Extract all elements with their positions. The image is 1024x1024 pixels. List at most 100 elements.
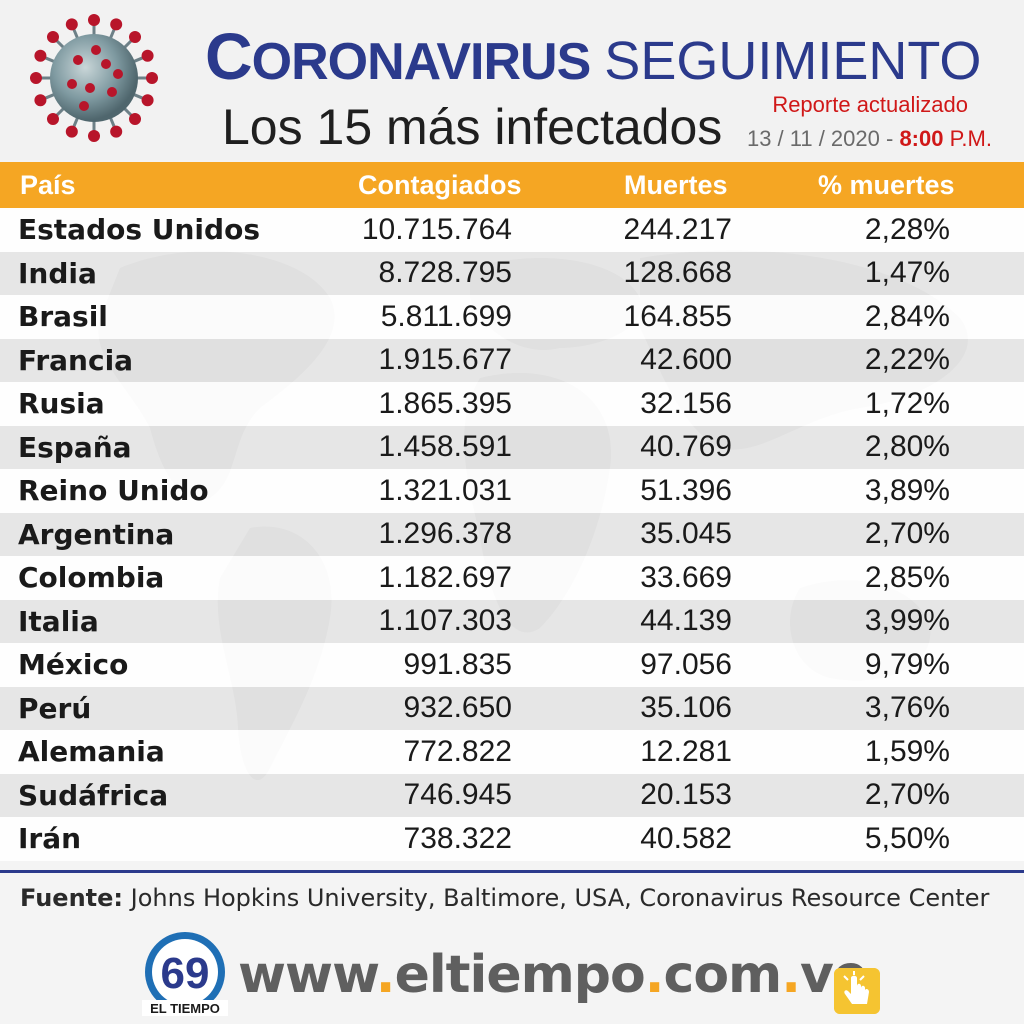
- table-row: Alemania 772.822 12.281 1,59%: [0, 730, 1024, 774]
- deaths-cell: 164.855: [623, 299, 732, 333]
- deaths-cell: 40.582: [640, 821, 732, 855]
- table-row: México 991.835 97.056 9,79%: [0, 643, 1024, 687]
- cases-cell: 8.728.795: [378, 256, 512, 290]
- pct-cell: 2,80%: [864, 430, 950, 464]
- table-row: Sudáfrica 746.945 20.153 2,70%: [0, 773, 1024, 817]
- pct-cell: 9,79%: [864, 647, 950, 681]
- cases-cell: 1.107.303: [378, 604, 512, 638]
- report-ampm: P.M.: [943, 126, 992, 151]
- logo-number: 69: [161, 949, 210, 998]
- table-row: Colombia 1.182.697 33.669 2,85%: [0, 556, 1024, 600]
- deaths-cell: 40.769: [640, 430, 732, 464]
- country-cell: Brasil: [18, 300, 108, 334]
- table-row: Estados Unidos 10.715.764 244.217 2,28%: [0, 208, 1024, 252]
- country-cell: Irán: [18, 822, 82, 856]
- cases-cell: 1.458.591: [378, 430, 512, 464]
- divider: [0, 870, 1024, 873]
- header-pct: % muertes: [818, 169, 955, 200]
- deaths-cell: 42.600: [640, 343, 732, 377]
- table-row: Rusia 1.865.395 32.156 1,72%: [0, 382, 1024, 426]
- deaths-cell: 32.156: [640, 386, 732, 420]
- pct-cell: 5,50%: [864, 821, 950, 855]
- cases-cell: 10.715.764: [361, 212, 512, 246]
- hand-pointer-icon[interactable]: [834, 968, 880, 1014]
- table-row: Reino Unido 1.321.031 51.396 3,89%: [0, 469, 1024, 513]
- source: Fuente: Johns Hopkins University, Baltim…: [20, 884, 989, 912]
- pct-cell: 1,59%: [864, 734, 950, 768]
- cases-cell: 1.182.697: [378, 560, 512, 594]
- pct-cell: 1,72%: [864, 386, 950, 420]
- pct-cell: 2,22%: [864, 343, 950, 377]
- deaths-cell: 44.139: [640, 604, 732, 638]
- deaths-cell: 33.669: [640, 560, 732, 594]
- pct-cell: 2,70%: [864, 517, 950, 551]
- subtitle: Los 15 más infectados: [222, 99, 723, 155]
- country-cell: India: [18, 256, 97, 290]
- cases-cell: 772.822: [403, 734, 512, 768]
- cases-cell: 1.296.378: [378, 517, 512, 551]
- pct-cell: 3,99%: [864, 604, 950, 638]
- header-country: País: [20, 169, 76, 200]
- website-part-com: com: [663, 945, 783, 1005]
- deaths-cell: 97.056: [640, 647, 732, 681]
- country-cell: Italia: [18, 604, 99, 638]
- title-main-first: C: [205, 19, 253, 93]
- pct-cell: 2,70%: [864, 778, 950, 812]
- deaths-cell: 35.045: [640, 517, 732, 551]
- deaths-cell: 128.668: [623, 256, 732, 290]
- table-row: Francia 1.915.677 42.600 2,22%: [0, 338, 1024, 382]
- table-row: Italia 1.107.303 44.139 3,99%: [0, 599, 1024, 643]
- country-cell: Rusia: [18, 387, 105, 421]
- table-row: Irán 738.322 40.582 5,50%: [0, 817, 1024, 861]
- table-row: Brasil 5.811.699 164.855 2,84%: [0, 295, 1024, 339]
- table-body: Estados Unidos 10.715.764 244.217 2,28% Indi…: [0, 208, 1024, 861]
- country-cell: Colombia: [18, 561, 165, 595]
- country-cell: Francia: [18, 343, 134, 377]
- cases-cell: 991.835: [403, 647, 512, 681]
- report-time: 8:00: [899, 126, 944, 151]
- website[interactable]: www.eltiempo.com.ve: [238, 945, 868, 1005]
- deaths-cell: 12.281: [640, 734, 732, 768]
- country-cell: Alemania: [18, 735, 165, 769]
- website-dot: .: [781, 945, 801, 1005]
- deaths-cell: 35.106: [640, 691, 732, 725]
- country-cell: Perú: [18, 691, 92, 725]
- country-cell: México: [18, 648, 129, 682]
- cases-cell: 5.811.699: [380, 299, 512, 333]
- table-header: País Contagiados Muertes % muertes: [0, 162, 1024, 208]
- website-dot: .: [375, 945, 396, 1005]
- country-cell: Estados Unidos: [18, 213, 260, 247]
- deaths-cell: 20.153: [640, 778, 732, 812]
- table-row: Perú 932.650 35.106 3,76%: [0, 686, 1024, 730]
- title-secondary: SEGUIMIENTO: [604, 31, 982, 91]
- table-row: Argentina 1.296.378 35.045 2,70%: [0, 512, 1024, 556]
- pct-cell: 3,76%: [864, 691, 950, 725]
- coronavirus-illustration: [30, 14, 158, 142]
- report-date: 13 / 11 / 2020 - 8:00 P.M.: [747, 126, 992, 152]
- el-tiempo-logo: 69 EL TIEMPO: [142, 932, 228, 1016]
- header-deaths: Muertes: [624, 169, 728, 200]
- pct-cell: 2,28%: [864, 212, 950, 246]
- cases-cell: 1.865.395: [378, 386, 512, 420]
- table-row: India 8.728.795 128.668 1,47%: [0, 251, 1024, 295]
- report-date-value: 13 / 11 / 2020 -: [746, 126, 900, 151]
- logo-text: EL TIEMPO: [150, 1001, 220, 1016]
- website-dot: .: [644, 945, 665, 1005]
- website-part-www: www: [238, 945, 377, 1005]
- data-table: País Contagiados Muertes % muertes Estad…: [0, 162, 1024, 861]
- country-cell: Sudáfrica: [18, 778, 169, 812]
- cases-cell: 1.321.031: [378, 473, 512, 507]
- pct-cell: 1,47%: [864, 256, 950, 290]
- deaths-cell: 244.217: [623, 212, 732, 246]
- pct-cell: 2,85%: [864, 560, 950, 594]
- website-part-domain: eltiempo: [394, 945, 646, 1005]
- header-cases: Contagiados: [358, 169, 522, 200]
- table-row: España 1.458.591 40.769 2,80%: [0, 425, 1024, 469]
- source-label: Fuente:: [20, 884, 123, 912]
- pct-cell: 3,89%: [864, 473, 950, 507]
- title-main-rest: ORONAVIRUS: [251, 33, 592, 91]
- cases-cell: 738.322: [403, 821, 512, 855]
- cases-cell: 1.915.677: [378, 343, 512, 377]
- country-cell: España: [18, 430, 132, 464]
